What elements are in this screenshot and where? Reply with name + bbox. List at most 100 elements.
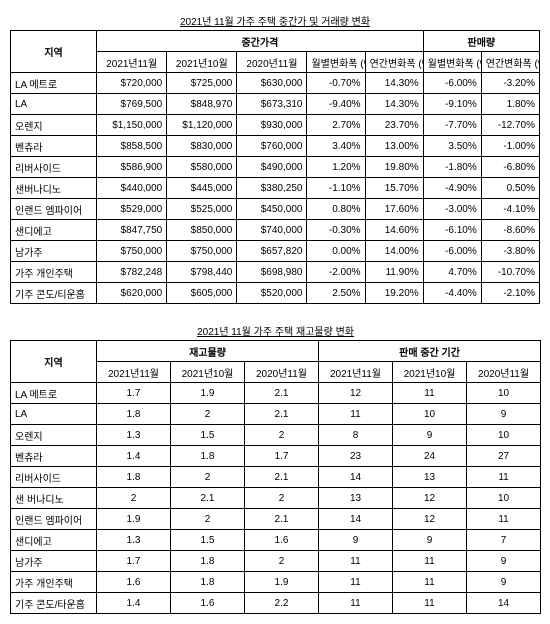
value-cell: $529,000 bbox=[97, 199, 167, 220]
value-cell: 1.6 bbox=[171, 593, 245, 614]
group-median-price: 중간가격 bbox=[97, 31, 424, 52]
value-cell: 14.60% bbox=[365, 220, 423, 241]
value-cell: -6.10% bbox=[423, 220, 481, 241]
value-cell: $930,000 bbox=[237, 115, 307, 136]
value-cell: 12 bbox=[393, 509, 467, 530]
value-cell: 10 bbox=[467, 425, 541, 446]
region-cell: 샌디에고 bbox=[11, 530, 97, 551]
value-cell: 14 bbox=[319, 467, 393, 488]
value-cell: 1.8 bbox=[97, 467, 171, 488]
value-cell: 2.1 bbox=[245, 404, 319, 425]
value-cell: 1.7 bbox=[97, 383, 171, 404]
value-cell: 1.6 bbox=[245, 530, 319, 551]
value-cell: 1.6 bbox=[97, 572, 171, 593]
value-cell: -9.40% bbox=[307, 94, 365, 115]
value-cell: $673,310 bbox=[237, 94, 307, 115]
value-cell: $850,000 bbox=[167, 220, 237, 241]
region-cell: 샌디에고 bbox=[11, 220, 97, 241]
table-row: 샌버나디노$440,000$445,000$380,250-1.10%15.70… bbox=[11, 178, 540, 199]
value-cell: -7.70% bbox=[423, 115, 481, 136]
value-cell: -0.70% bbox=[307, 73, 365, 94]
value-cell: 11 bbox=[319, 572, 393, 593]
value-cell: 14 bbox=[467, 593, 541, 614]
col-header: 월별변화폭 (%) bbox=[423, 52, 481, 73]
col-header: 2020년11월 bbox=[237, 52, 307, 73]
value-cell: 2.50% bbox=[307, 283, 365, 304]
title-row: 2021년 11월 가주 주택 재고물량 변화 bbox=[11, 320, 541, 341]
value-cell: $858,500 bbox=[97, 136, 167, 157]
value-cell: 0.50% bbox=[481, 178, 539, 199]
region-cell: 리버사이드 bbox=[11, 157, 97, 178]
group-sales-volume: 판매량 bbox=[423, 31, 539, 52]
value-cell: 11 bbox=[467, 509, 541, 530]
value-cell: -10.70% bbox=[481, 262, 539, 283]
value-cell: 11 bbox=[467, 467, 541, 488]
value-cell: 12 bbox=[393, 488, 467, 509]
value-cell: -3.00% bbox=[423, 199, 481, 220]
region-cell: 오렌지 bbox=[11, 425, 97, 446]
value-cell: 9 bbox=[467, 572, 541, 593]
value-cell: 2.1 bbox=[245, 467, 319, 488]
region-cell: 인랜드 엠파이어 bbox=[11, 199, 97, 220]
group-header-row: 지역 중간가격 판매량 bbox=[11, 31, 540, 52]
value-cell: 10 bbox=[393, 404, 467, 425]
table-row: 리버사이드1.822.1141311 bbox=[11, 467, 541, 488]
value-cell: 15.70% bbox=[365, 178, 423, 199]
table-row: LA$769,500$848,970$673,310-9.40%14.30%-9… bbox=[11, 94, 540, 115]
value-cell: 12 bbox=[319, 383, 393, 404]
table-row: LA 메트로1.71.92.1121110 bbox=[11, 383, 541, 404]
value-cell: $586,900 bbox=[97, 157, 167, 178]
region-cell: LA bbox=[11, 94, 97, 115]
region-cell: 가주 개인주택 bbox=[11, 572, 97, 593]
value-cell: 1.5 bbox=[171, 530, 245, 551]
table-row: 가주 개인주택$782,248$798,440$698,980-2.00%11.… bbox=[11, 262, 540, 283]
value-cell: -1.00% bbox=[481, 136, 539, 157]
value-cell: 1.5 bbox=[171, 425, 245, 446]
value-cell: 1.8 bbox=[171, 572, 245, 593]
inventory-table: 2021년 11월 가주 주택 재고물량 변화 지역 재고물량 판매 중간 기간… bbox=[10, 320, 541, 614]
table-row: 오렌지$1,150,000$1,120,000$930,0002.70%23.7… bbox=[11, 115, 540, 136]
value-cell: 1.8 bbox=[171, 551, 245, 572]
value-cell: 3.40% bbox=[307, 136, 365, 157]
value-cell: 4.70% bbox=[423, 262, 481, 283]
col-header: 연간변화폭 (%) bbox=[481, 52, 539, 73]
value-cell: $525,000 bbox=[167, 199, 237, 220]
value-cell: $445,000 bbox=[167, 178, 237, 199]
value-cell: 11 bbox=[393, 551, 467, 572]
value-cell: -4.40% bbox=[423, 283, 481, 304]
value-cell: -3.20% bbox=[481, 73, 539, 94]
value-cell: 9 bbox=[319, 530, 393, 551]
value-cell: 2 bbox=[245, 425, 319, 446]
table-row: 샌디에고$847,750$850,000$740,000-0.30%14.60%… bbox=[11, 220, 540, 241]
value-cell: $698,980 bbox=[237, 262, 307, 283]
value-cell: 13.00% bbox=[365, 136, 423, 157]
value-cell: $440,000 bbox=[97, 178, 167, 199]
group-median-days: 판매 중간 기간 bbox=[319, 341, 541, 362]
value-cell: 19.80% bbox=[365, 157, 423, 178]
value-cell: 11 bbox=[319, 551, 393, 572]
table-row: 남가주1.71.8211119 bbox=[11, 551, 541, 572]
table-row: 벤츄라1.41.81.7232427 bbox=[11, 446, 541, 467]
value-cell: 1.3 bbox=[97, 530, 171, 551]
value-cell: 13 bbox=[393, 467, 467, 488]
value-cell: 10 bbox=[467, 383, 541, 404]
value-cell: 2 bbox=[245, 551, 319, 572]
table1-title: 2021년 11월 가주 주택 중간가 및 거래량 변화 bbox=[11, 10, 540, 31]
region-cell: 벤츄라 bbox=[11, 446, 97, 467]
value-cell: -9.10% bbox=[423, 94, 481, 115]
value-cell: $1,120,000 bbox=[167, 115, 237, 136]
col-header: 2021년11월 bbox=[97, 362, 171, 383]
col-header: 2021년10월 bbox=[167, 52, 237, 73]
value-cell: -3.80% bbox=[481, 241, 539, 262]
value-cell: 11 bbox=[393, 593, 467, 614]
col-header: 연간변화폭 (%) bbox=[365, 52, 423, 73]
value-cell: -4.90% bbox=[423, 178, 481, 199]
value-cell: 17.60% bbox=[365, 199, 423, 220]
value-cell: 1.8 bbox=[171, 446, 245, 467]
value-cell: 11.90% bbox=[365, 262, 423, 283]
region-cell: 샌 버나디노 bbox=[11, 488, 97, 509]
col-header: 2021년10월 bbox=[171, 362, 245, 383]
title-row: 2021년 11월 가주 주택 중간가 및 거래량 변화 bbox=[11, 10, 540, 31]
value-cell: 19.20% bbox=[365, 283, 423, 304]
value-cell: $1,150,000 bbox=[97, 115, 167, 136]
